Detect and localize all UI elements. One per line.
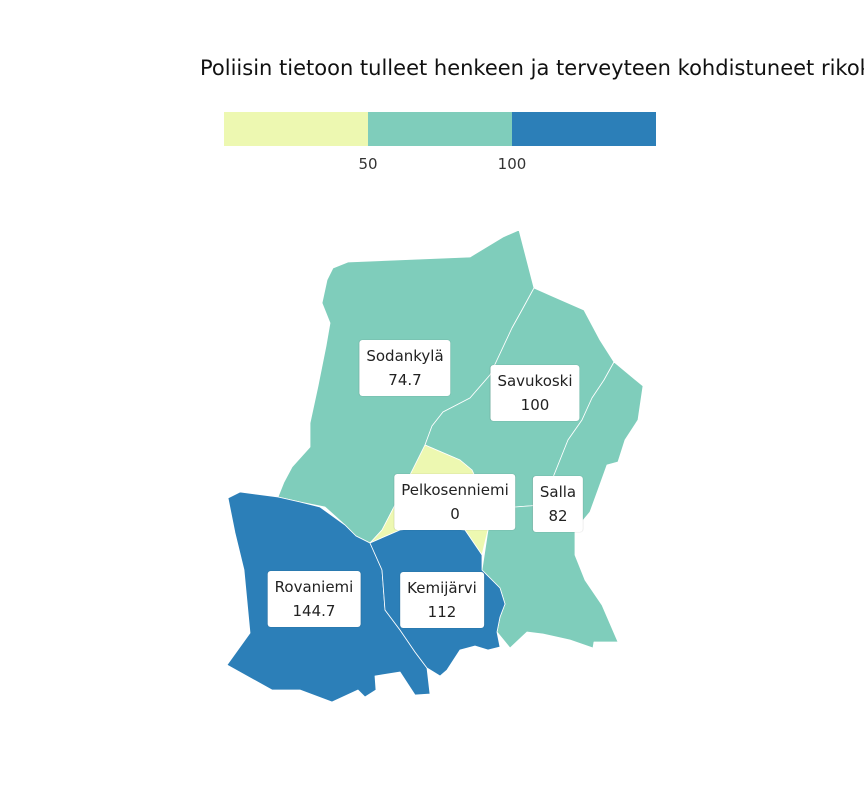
- region-value: 112: [427, 603, 457, 621]
- region-name: Rovaniemi: [274, 578, 354, 596]
- region-value: 74.7: [388, 371, 422, 389]
- region-value: 144.7: [292, 602, 336, 620]
- label-pelkosenniemi: Pelkosenniemi 0: [394, 474, 516, 530]
- region-name: Savukoski: [497, 372, 573, 390]
- color-legend: [224, 112, 656, 146]
- region-value: 0: [450, 505, 460, 523]
- region-name: Sodankylä: [366, 347, 444, 365]
- legend-swatch-high: [512, 112, 656, 146]
- legend-tick-100: 100: [497, 155, 527, 173]
- region-value: 100: [520, 396, 550, 414]
- region-value: 82: [548, 507, 568, 525]
- label-kemijarvi: Kemijärvi 112: [400, 572, 484, 628]
- region-name: Pelkosenniemi: [401, 481, 509, 499]
- label-savukoski: Savukoski 100: [490, 365, 580, 421]
- region-name: Kemijärvi: [407, 579, 477, 597]
- region-name: Salla: [539, 483, 577, 501]
- label-salla: Salla 82: [532, 476, 584, 532]
- legend-swatch-mid: [368, 112, 512, 146]
- label-rovaniemi: Rovaniemi 144.7: [267, 571, 361, 627]
- label-sodankyla: Sodankylä 74.7: [359, 340, 451, 396]
- map-title: Poliisin tietoon tulleet henkeen ja terv…: [200, 56, 864, 80]
- legend-tick-50: 50: [358, 155, 378, 173]
- legend-swatch-low: [224, 112, 368, 146]
